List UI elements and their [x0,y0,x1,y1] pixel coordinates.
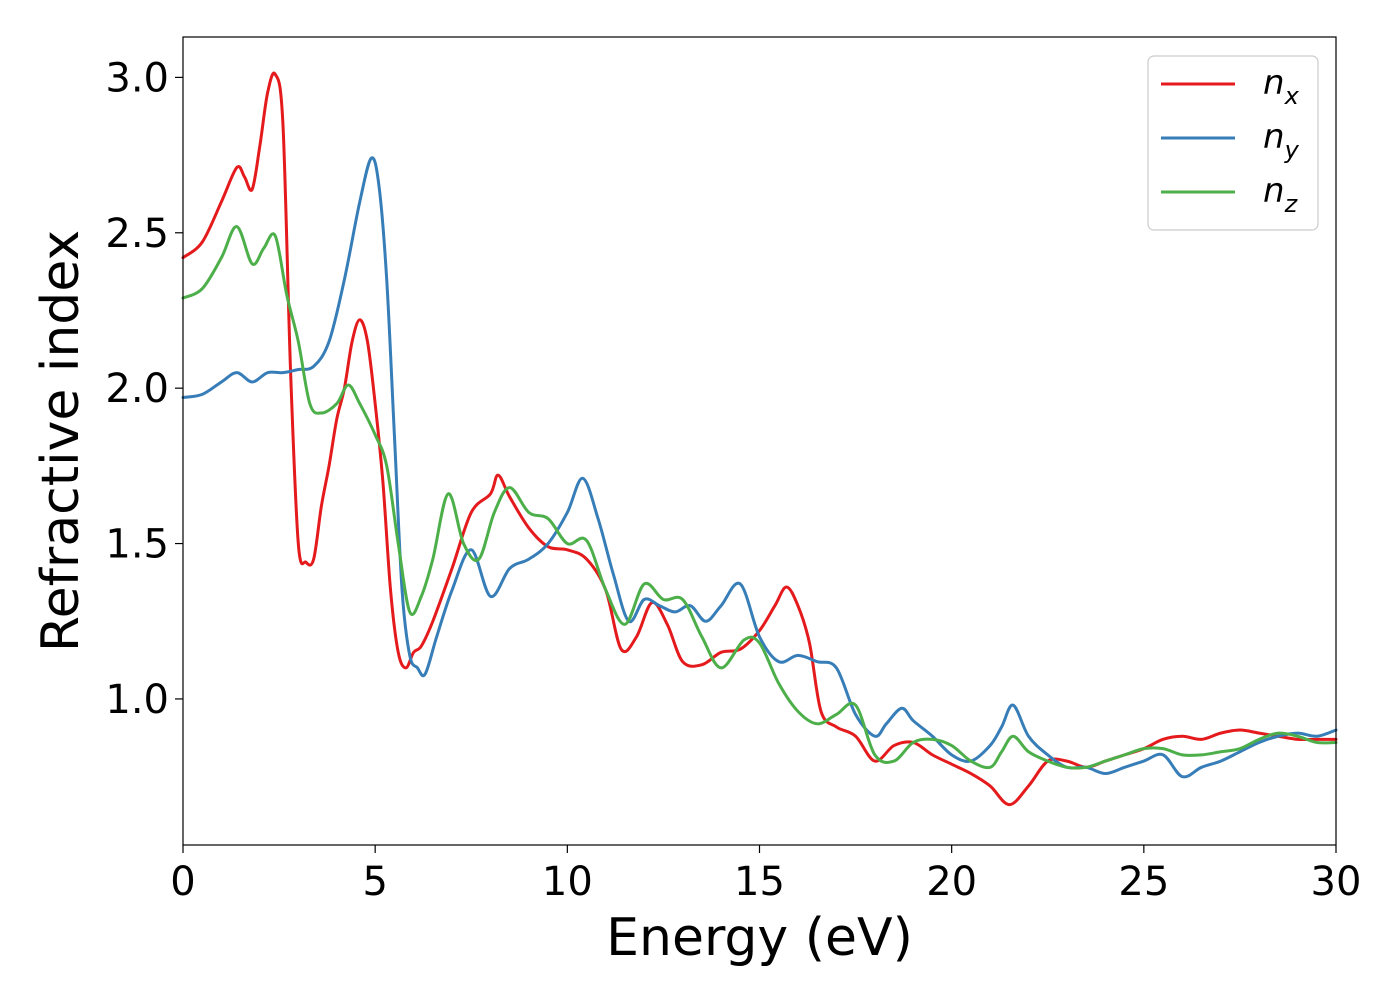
legend-label-subscript: y [1284,136,1300,164]
y-axis-ticks: 1.0 1.5 2.0 2.5 3.0 [105,55,183,723]
y-tick-label: 1.5 [105,522,169,568]
legend-label: nx [1263,63,1300,110]
x-tick-label: 0 [170,859,195,905]
legend-label-subscript: x [1284,82,1300,110]
x-tick-label: 30 [1311,859,1362,905]
legend-item-z: nz [1161,171,1299,218]
plot-lines [181,71,1338,807]
y-tick-label: 2.5 [105,211,169,257]
y-tick-label: 3.0 [105,55,169,101]
y-tick-label: 2.0 [105,366,169,412]
x-tick-label: 5 [362,859,387,905]
legend-box [1147,55,1319,231]
legend-label: ny [1263,117,1300,164]
x-tick-label: 15 [734,859,785,905]
legend-label-main: n [1263,63,1285,103]
legend-label-subscript: z [1284,190,1299,218]
series-line-x [181,71,1338,807]
y-axis-title: Refractive index [31,230,91,652]
legend-label-main: n [1263,117,1285,157]
y-tick-label: 1.0 [105,677,169,723]
x-axis-title: Energy (eV) [606,908,913,968]
legend-label: nz [1263,171,1299,218]
legend-item-y: ny [1161,117,1300,164]
legend-item-x: nx [1161,63,1300,110]
series-line-z [181,225,1338,770]
x-tick-label: 20 [926,859,977,905]
x-tick-label: 25 [1118,859,1169,905]
x-axis-ticks: 0 5 10 15 20 25 30 [170,845,1361,905]
legend-label-main: n [1263,171,1285,211]
x-tick-label: 10 [542,859,593,905]
